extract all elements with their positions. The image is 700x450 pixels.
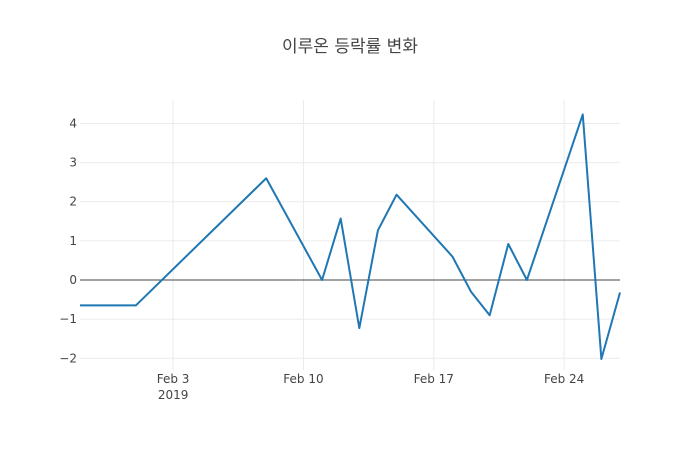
data-point bbox=[526, 279, 528, 281]
y-tick-label: −2 bbox=[59, 351, 77, 365]
chart-title: 이루온 등락률 변화 bbox=[282, 37, 418, 57]
data-point bbox=[265, 177, 267, 179]
data-point bbox=[79, 304, 81, 306]
data-point bbox=[507, 243, 509, 245]
x-tick-sublabel: 2019 bbox=[158, 388, 189, 402]
data-point bbox=[340, 218, 342, 220]
y-tick-label: 2 bbox=[69, 195, 77, 209]
data-point bbox=[135, 304, 137, 306]
y-tick-label: 0 bbox=[69, 273, 77, 287]
data-point bbox=[358, 327, 360, 329]
data-point bbox=[600, 358, 602, 360]
data-point bbox=[619, 292, 621, 294]
data-point bbox=[451, 256, 453, 258]
x-tick-label: Feb 17 bbox=[414, 372, 454, 386]
y-tick-label: −1 bbox=[59, 312, 77, 326]
data-point bbox=[489, 314, 491, 316]
y-tick-label: 4 bbox=[69, 116, 77, 130]
data-point bbox=[321, 279, 323, 281]
series-line bbox=[80, 113, 621, 361]
data-point bbox=[377, 229, 379, 231]
data-point bbox=[396, 194, 398, 196]
x-tick-label: Feb 3 bbox=[157, 372, 190, 386]
data-point bbox=[470, 291, 472, 293]
x-tick-label: Feb 10 bbox=[283, 372, 323, 386]
y-tick-label: 3 bbox=[69, 156, 77, 170]
x-tick-label: Feb 24 bbox=[544, 372, 584, 386]
data-point bbox=[582, 113, 584, 115]
y-tick-label: 1 bbox=[69, 234, 77, 248]
